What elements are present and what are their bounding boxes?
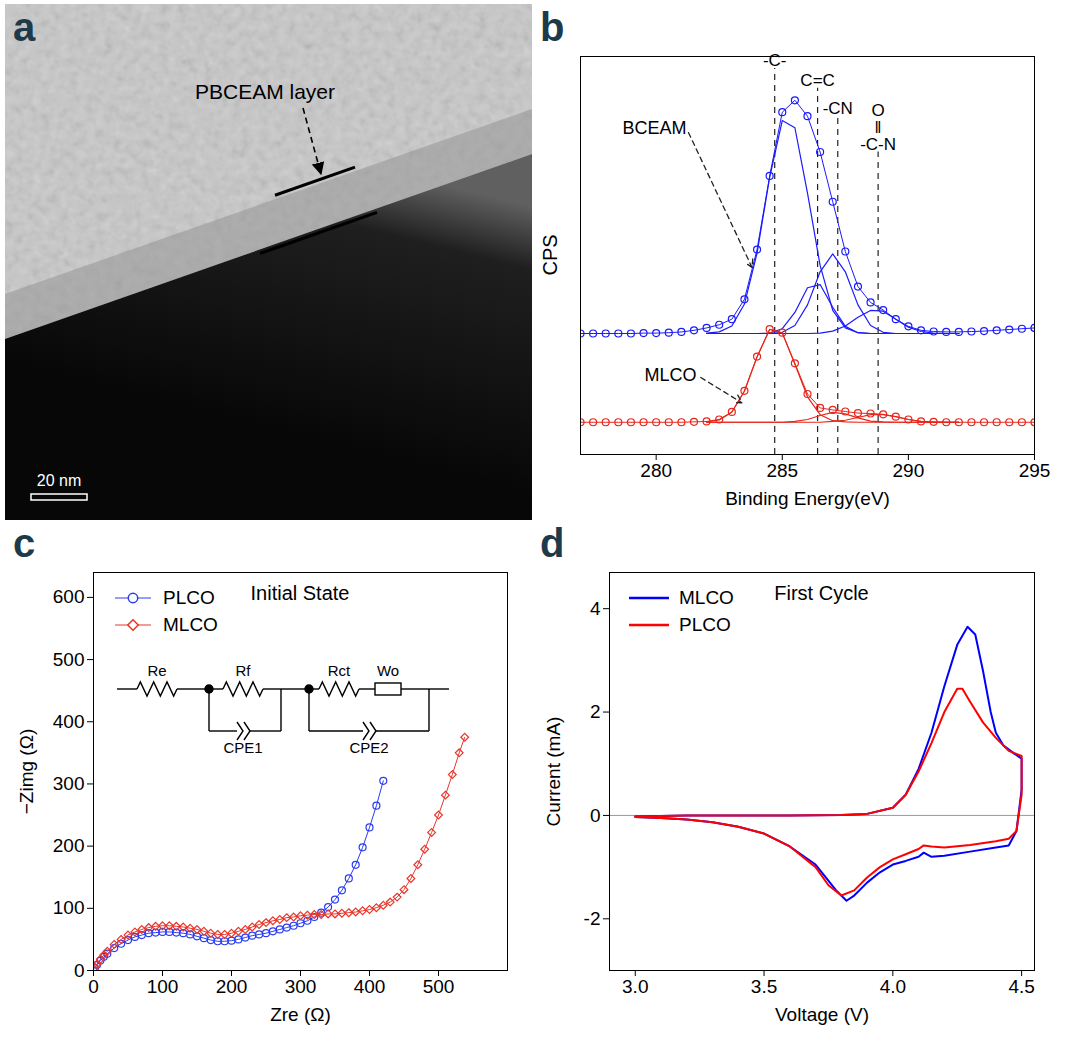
svg-text:0: 0 — [88, 976, 99, 997]
html-text:MLCO: MLCO — [163, 613, 218, 635]
svg-text:Voltage (V): Voltage (V) — [775, 1004, 869, 1025]
svg-text:20 nm: 20 nm — [37, 472, 81, 489]
svg-text:4: 4 — [590, 598, 601, 619]
html-text:Initial State: Initial State — [250, 582, 350, 604]
svg-text:100: 100 — [53, 897, 85, 918]
svg-text:2: 2 — [590, 701, 601, 722]
svg-text:600: 600 — [53, 586, 85, 607]
svg-text:−Zimg (Ω): −Zimg (Ω) — [16, 729, 37, 814]
html-text:d: d — [540, 521, 565, 565]
svg-text:400: 400 — [354, 976, 386, 997]
svg-text:295: 295 — [1019, 460, 1051, 481]
svg-text:280: 280 — [640, 460, 672, 481]
svg-text:300: 300 — [53, 773, 85, 794]
html-text:c: c — [13, 521, 36, 565]
html-text:a: a — [13, 5, 36, 49]
svg-text:Current (mA): Current (mA) — [543, 717, 564, 827]
svg-text:0: 0 — [74, 960, 85, 981]
svg-text:290: 290 — [893, 460, 925, 481]
svg-text:500: 500 — [423, 976, 455, 997]
html-text:First Cycle: First Cycle — [774, 582, 869, 604]
svg-text:400: 400 — [53, 711, 85, 732]
svg-text:500: 500 — [53, 649, 85, 670]
svg-text:Wo: Wo — [377, 662, 399, 679]
svg-text:CPE1: CPE1 — [223, 739, 262, 756]
svg-text:3.5: 3.5 — [751, 976, 777, 997]
svg-text:MLCO: MLCO — [645, 365, 697, 385]
svg-text:O‖-C-N: O‖-C-N — [860, 101, 896, 154]
svg-text:Zre (Ω): Zre (Ω) — [270, 1004, 331, 1025]
html-text:PLCO: PLCO — [163, 586, 215, 608]
svg-text:3.0: 3.0 — [622, 976, 648, 997]
svg-text:-C-: -C- — [763, 51, 787, 70]
svg-text:Rct: Rct — [328, 662, 351, 679]
svg-text:200: 200 — [53, 835, 85, 856]
svg-text:-2: -2 — [584, 908, 601, 929]
html-text:CPS: CPS — [539, 234, 561, 276]
svg-text:Binding Energy(eV): Binding Energy(eV) — [725, 488, 890, 509]
svg-text:C=C: C=C — [800, 71, 834, 90]
html-text:PLCO: PLCO — [679, 613, 731, 635]
svg-text:4.5: 4.5 — [1008, 976, 1034, 997]
svg-text:300: 300 — [285, 976, 317, 997]
html-text:MLCO: MLCO — [679, 586, 734, 608]
svg-text:4.0: 4.0 — [880, 976, 906, 997]
svg-text:Re: Re — [147, 662, 166, 679]
svg-text:100: 100 — [147, 976, 179, 997]
svg-text:200: 200 — [216, 976, 248, 997]
svg-text:285: 285 — [766, 460, 798, 481]
svg-text:PBCEAM layer: PBCEAM layer — [195, 80, 335, 103]
svg-text:Rf: Rf — [236, 662, 252, 679]
svg-text:BCEAM: BCEAM — [622, 118, 686, 138]
svg-text:0: 0 — [590, 805, 601, 826]
svg-text:CPE2: CPE2 — [349, 739, 388, 756]
svg-text:-CN: -CN — [823, 99, 853, 118]
html-text:b: b — [540, 5, 565, 49]
